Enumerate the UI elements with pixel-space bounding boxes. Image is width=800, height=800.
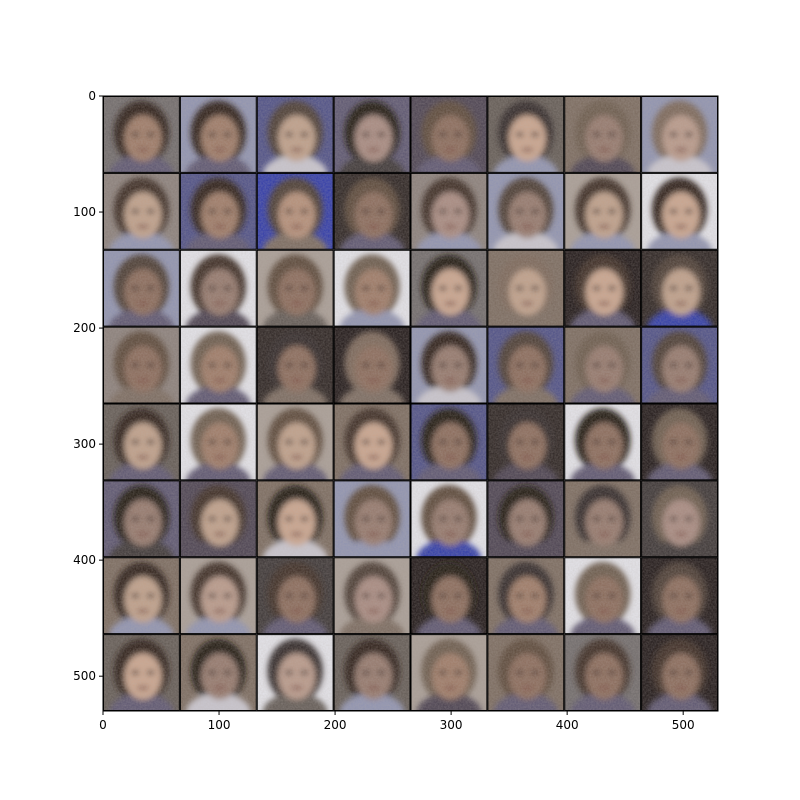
y-tick-label: 400	[73, 553, 96, 567]
image-grid	[103, 96, 718, 711]
face-tile	[410, 172, 488, 250]
y-tick-label: 0	[88, 89, 96, 103]
face-tile	[256, 634, 334, 711]
x-tick-label: 100	[208, 718, 231, 732]
x-axis: 0 100 200 300 400 500	[99, 711, 695, 732]
face-tile	[103, 557, 180, 635]
y-axis: 0 100 200 300 400 500	[73, 89, 103, 683]
face-tile	[179, 326, 257, 404]
face-tile	[410, 249, 488, 327]
axes-frame	[102, 95, 719, 712]
face-tile	[564, 96, 642, 173]
face-tile	[487, 480, 565, 558]
face-tile	[410, 403, 488, 481]
face-tile	[487, 634, 565, 711]
x-tick-label: 200	[324, 718, 347, 732]
face-tile	[333, 403, 411, 481]
face-tile	[179, 172, 257, 250]
face-tile	[641, 96, 718, 173]
face-tile	[487, 403, 565, 481]
face-tile	[179, 96, 257, 173]
face-tile	[333, 480, 411, 558]
face-tile	[641, 403, 718, 481]
face-tile	[103, 249, 180, 327]
y-tick-label: 200	[73, 321, 96, 335]
x-tick-label: 500	[672, 718, 695, 732]
face-tile	[641, 172, 718, 250]
face-tile	[256, 326, 334, 404]
face-tile	[256, 96, 334, 173]
face-tile	[256, 172, 334, 250]
face-tile	[256, 480, 334, 558]
face-tile	[333, 172, 411, 250]
face-tile	[333, 96, 411, 173]
face-tile	[487, 557, 565, 635]
face-tile	[179, 403, 257, 481]
face-tile	[333, 634, 411, 711]
y-tick-label: 100	[73, 205, 96, 219]
face-tile	[564, 326, 642, 404]
x-tick-label: 400	[556, 718, 579, 732]
face-tile	[179, 557, 257, 635]
face-tile	[641, 249, 718, 327]
y-tick-label: 300	[73, 437, 96, 451]
face-tile	[179, 634, 257, 711]
face-tile	[487, 172, 565, 250]
face-tile	[333, 557, 411, 635]
face-tile	[641, 557, 718, 635]
face-tile	[564, 480, 642, 558]
face-tile	[641, 480, 718, 558]
face-tile	[641, 634, 718, 711]
face-tile	[564, 634, 642, 711]
face-tile	[564, 249, 642, 327]
face-tile	[487, 249, 565, 327]
face-tile	[103, 634, 180, 711]
face-tile	[410, 557, 488, 635]
face-tile	[410, 326, 488, 404]
face-tile	[103, 403, 180, 481]
face-tile	[564, 403, 642, 481]
face-tile	[333, 326, 411, 404]
face-tile	[103, 172, 180, 250]
y-tick-label: 500	[73, 669, 96, 683]
x-tick-label: 0	[99, 718, 107, 732]
face-tile	[410, 634, 488, 711]
face-tile	[103, 480, 180, 558]
face-tile	[641, 326, 718, 404]
face-tile	[179, 249, 257, 327]
face-tile	[333, 249, 411, 327]
face-tile	[179, 480, 257, 558]
face-tile	[487, 96, 565, 173]
face-tile	[487, 326, 565, 404]
face-tile	[103, 326, 180, 404]
x-tick-label: 300	[440, 718, 463, 732]
face-tile	[256, 403, 334, 481]
face-tile	[564, 557, 642, 635]
face-tile	[103, 96, 180, 173]
face-tile	[256, 249, 334, 327]
face-tile	[410, 480, 488, 558]
face-tile	[564, 172, 642, 250]
face-tile	[410, 96, 488, 173]
face-tile	[256, 557, 334, 635]
